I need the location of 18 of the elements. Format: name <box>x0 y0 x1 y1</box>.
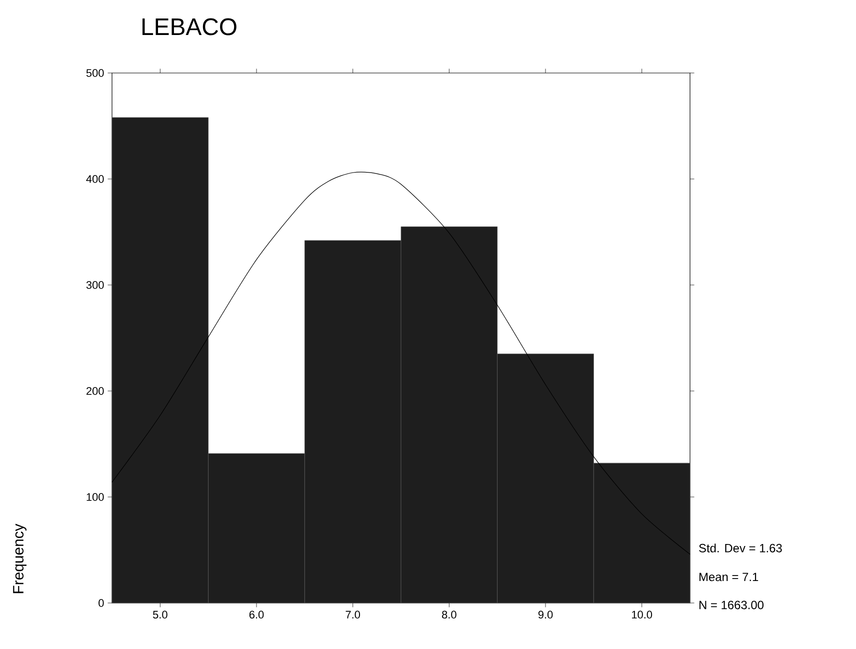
text: Std. Dev = 1.63 <box>699 544 782 552</box>
y-tick-label: 0 <box>98 599 104 607</box>
x-tick-label: 6.0 <box>249 610 264 619</box>
line-series <box>112 172 690 555</box>
y-axis-title: Frequency <box>13 524 26 594</box>
text: Mean = 7.1 <box>700 572 758 582</box>
x-tick-label: 10.0 <box>632 610 652 619</box>
x-tick-label: 9.0 <box>538 610 553 619</box>
y-tick-label: 400 <box>86 175 104 183</box>
y-tick-label: 100 <box>86 493 104 501</box>
x-tick-label: 8.0 <box>442 610 456 619</box>
y-tick-label: 500 <box>86 69 104 77</box>
text: N = 1663.00 <box>700 600 764 610</box>
y-tick-label: 200 <box>86 387 104 395</box>
y-tick-label: 300 <box>86 281 104 289</box>
x-tick-label: 7.0 <box>346 610 360 619</box>
x-tick-label: 5.0 <box>152 610 168 619</box>
chart-title: LEBACO <box>142 18 236 36</box>
